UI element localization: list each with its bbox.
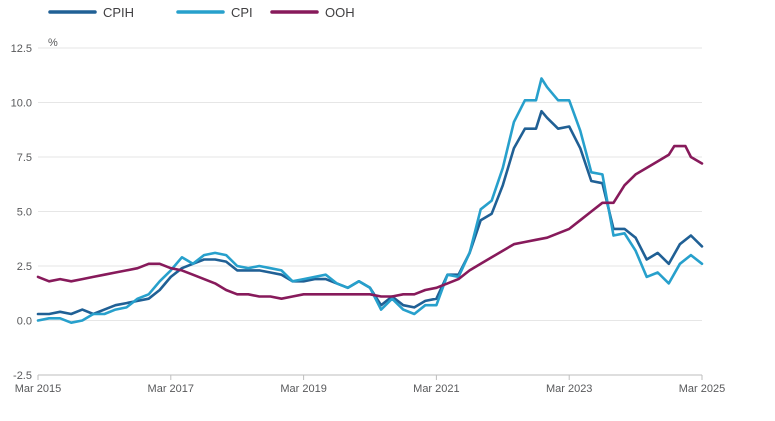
legend-item-cpi: CPI [176, 5, 253, 20]
x-tick-label: Mar 2021 [413, 383, 459, 395]
x-tick-label: Mar 2025 [679, 383, 725, 395]
y-tick-label: 12.5 [11, 43, 32, 55]
x-axis: Mar 2015 Mar 2017 Mar 2019 Mar 2021 Mar 2023… [15, 374, 725, 395]
x-tick-label: Mar 2017 [148, 383, 194, 395]
y-tick-label: 5.0 [17, 207, 32, 219]
y-axis-tick-labels: 12.5 10.0 7.5 5.0 2.5 0.0 -2.5 [11, 43, 32, 382]
y-tick-label: 10.0 [11, 98, 32, 110]
series-lines [36, 77, 704, 324]
y-tick-label: 2.5 [17, 261, 32, 273]
series-line-ooh [36, 144, 704, 300]
legend-label: CPI [231, 5, 253, 20]
legend-label: CPIH [103, 5, 134, 20]
legend-label: OOH [325, 5, 355, 20]
y-tick-label: 7.5 [17, 152, 32, 164]
x-tick-label: Mar 2019 [280, 383, 326, 395]
y-tick-label: 0.0 [17, 316, 32, 328]
legend-item-cpih: CPIH [48, 5, 134, 20]
y-axis-unit-label: % [48, 37, 58, 49]
series-line-cpih [36, 109, 704, 316]
x-tick-label: Mar 2015 [15, 383, 61, 395]
gridlines [38, 47, 702, 376]
legend-item-ooh: OOH [270, 5, 355, 20]
x-tick-label: Mar 2023 [546, 383, 592, 395]
y-tick-label: -2.5 [13, 370, 32, 382]
legend: CPIH CPI OOH [48, 5, 355, 20]
series-line-cpi [36, 77, 704, 324]
